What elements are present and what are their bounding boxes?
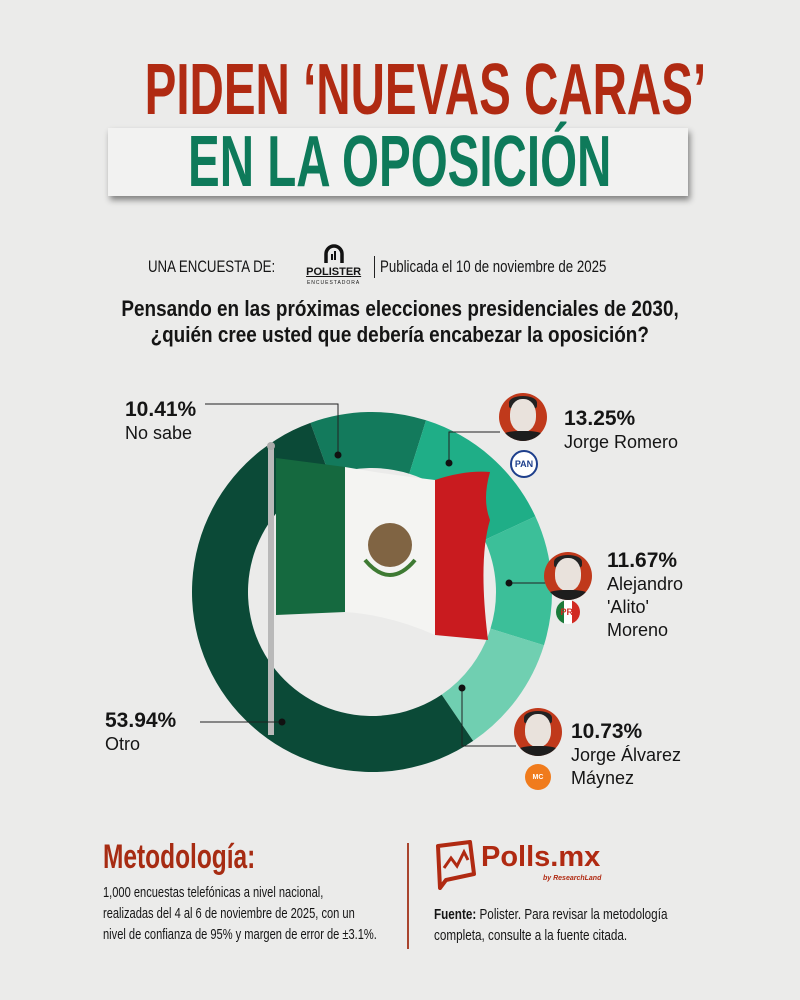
pri-logo: PRI	[556, 600, 580, 624]
leader-dot	[334, 451, 342, 459]
donut-slice-jorge-lvarez-m-ynez	[441, 628, 544, 741]
methodology-title: Metodología:	[103, 838, 256, 876]
leader-lines	[200, 403, 546, 747]
polister-logo: POLISTER ENCUESTADORA	[306, 244, 361, 289]
label-jorge-romero: 13.25% Jorge Romero	[564, 407, 679, 452]
donut-slice-otro	[192, 422, 474, 772]
question: Pensando en las próximas elecciones pres…	[121, 296, 679, 347]
polister-logo-icon	[323, 244, 344, 263]
methodology-text: 1,000 encuestas telefónicas a nivel naci…	[103, 884, 377, 943]
byline: UNA ENCUESTA DE: POLISTER ENCUESTADORA P…	[0, 244, 800, 289]
donut-slice-alejandro-alito-moreno	[484, 516, 552, 646]
published-date: Publicada el 10 de noviembre de 2025	[379, 256, 606, 276]
label-alito-moreno: 11.67% Alejandro 'Alito' Moreno	[607, 549, 684, 640]
byline-prefix: UNA ENCUESTA DE:	[148, 256, 276, 276]
polls-mx-logo-sub: by ResearchLand	[543, 875, 602, 882]
divider	[407, 843, 409, 949]
source-text: Fuente: Polister. Para revisar la metodo…	[434, 906, 668, 944]
polls-mx-logo-icon	[436, 840, 476, 890]
label-no-sabe: 10.41% No sabe	[125, 398, 197, 443]
title-box	[108, 128, 688, 196]
label-otro: 53.94% Otro	[105, 709, 177, 754]
mexico-flag-image	[267, 442, 490, 735]
polls-mx-logo: Polls.mx	[481, 841, 601, 873]
avatar-alito-moreno	[544, 552, 592, 600]
mc-logo: MC	[525, 764, 551, 790]
title-line-1: PIDEN ‘NUEVAS CARAS’	[144, 50, 707, 130]
avatar-jorge-romero	[499, 393, 547, 441]
leader-dot	[278, 718, 286, 726]
leader-dot	[445, 459, 453, 467]
leader-dot	[458, 684, 466, 692]
donut-slice-no-sabe	[310, 412, 427, 476]
leader-dot	[505, 579, 513, 587]
avatar-alvarez-maynez	[514, 708, 562, 756]
title-line-2: EN LA OPOSICIÓN	[188, 122, 612, 202]
label-alvarez-maynez: 10.73% Jorge Álvarez Máynez	[571, 720, 682, 788]
pan-logo: PAN	[510, 450, 538, 478]
